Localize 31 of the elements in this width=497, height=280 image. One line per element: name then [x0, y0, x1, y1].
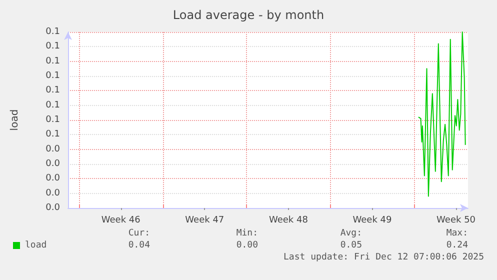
y-tick-label: 0.1 — [46, 42, 60, 52]
y-tick-label: 0.0 — [46, 144, 60, 154]
x-tick-label: Week 46 — [101, 216, 141, 226]
y-axis-title: load — [10, 109, 20, 131]
text: 0.24 — [446, 240, 468, 250]
y-tick-label: 0.1 — [46, 56, 60, 66]
y-tick-label: 0.1 — [46, 27, 60, 37]
text: 0.04 — [128, 240, 150, 250]
y-tick-label: 0.1 — [46, 71, 60, 81]
y-tick-label: 0.1 — [46, 115, 60, 125]
y-tick-label: 0.1 — [46, 130, 60, 140]
x-tick-label: Week 48 — [268, 216, 308, 226]
text: Min: — [236, 228, 258, 238]
text: 0.05 — [340, 240, 362, 250]
y-tick-label: 0.0 — [46, 159, 60, 169]
text: 0.00 — [236, 240, 258, 250]
text: Max: — [446, 228, 468, 238]
x-tick-label: Week 49 — [352, 216, 392, 226]
text: Cur: — [128, 228, 150, 238]
y-tick-label: 0.1 — [46, 86, 60, 96]
chart-title: Load average - by month — [172, 8, 324, 22]
y-tick-label: 0.0 — [46, 188, 60, 198]
legend-label: load — [25, 240, 47, 250]
text: Last update: Fri Dec 12 07:00:06 2025 — [284, 252, 484, 262]
x-tick-label: Week 50 — [436, 216, 476, 226]
y-tick-label: 0.1 — [46, 100, 60, 110]
text: Avg: — [340, 228, 362, 238]
line-series — [418, 32, 466, 197]
y-tick-label: 0.0 — [46, 203, 60, 213]
x-tick-label: Week 47 — [185, 216, 224, 226]
y-tick-label: 0.0 — [46, 174, 60, 184]
